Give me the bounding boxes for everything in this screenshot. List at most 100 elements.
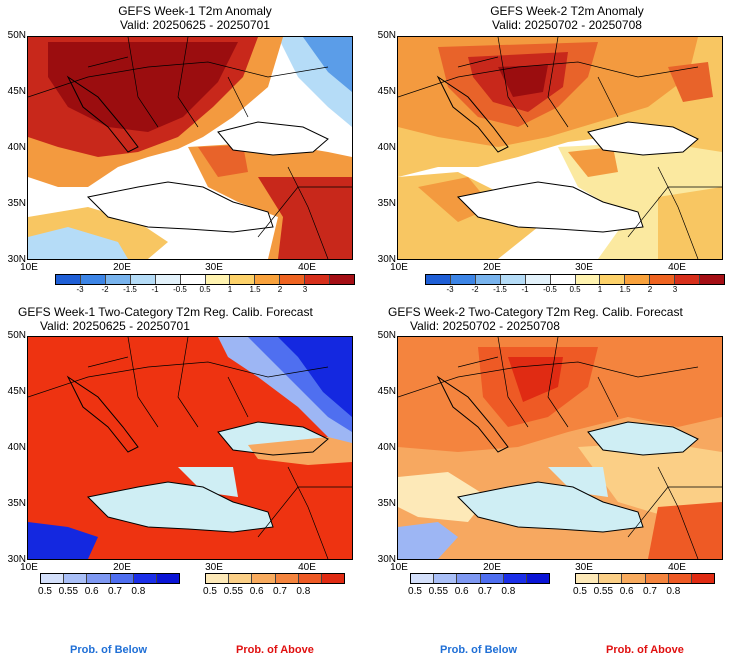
colorbar-tick-label: 0.6 — [619, 586, 634, 597]
prob-below-colorbar — [410, 573, 550, 584]
colorbar-swatch — [87, 574, 111, 583]
colorbar-tick-label: -1 — [151, 285, 159, 294]
colorbar-swatch — [480, 574, 504, 583]
probability-map-week2 — [397, 336, 723, 560]
colorbar-swatch — [650, 275, 676, 284]
lat-label: 40N — [377, 442, 396, 453]
colorbar-swatch — [691, 574, 715, 583]
colorbar-swatch — [575, 275, 601, 284]
colorbar-tick-label: -1.5 — [493, 285, 507, 294]
panel-title: GEFS Week-1 T2m Anomaly — [118, 4, 272, 18]
lat-label: 35N — [7, 198, 26, 209]
colorbar-tick-label: 2 — [277, 285, 283, 294]
colorbar-swatch — [230, 275, 256, 284]
colorbar-swatch — [205, 275, 231, 284]
colorbar-swatch — [41, 574, 65, 583]
anomaly-colorbar-labels: -3 -2 -1.5 -1 -0.5 0.5 1 1.5 2 3 — [425, 285, 725, 295]
colorbar-swatch — [625, 275, 651, 284]
colorbar-swatch — [525, 275, 551, 284]
panel-valid-dates: Valid: 20250702 - 20250708 — [492, 18, 642, 32]
panel-valid-dates: Valid: 20250625 - 20250701 — [40, 319, 190, 333]
prob-below-caption: Prob. of Below — [70, 644, 147, 656]
lat-label: 35N — [377, 498, 396, 509]
colorbar-tick-label: -1.5 — [123, 285, 137, 294]
lat-label: 30N — [377, 554, 396, 565]
colorbar-swatch — [280, 275, 306, 284]
colorbar-tick-label: 0.55 — [223, 586, 244, 597]
lat-label: 30N — [377, 254, 396, 265]
prob-above-colorbar — [575, 573, 715, 584]
colorbar-tick-label: 0.7 — [273, 586, 287, 597]
colorbar-tick-label: 0.8 — [666, 586, 681, 597]
colorbar-swatch — [321, 574, 345, 583]
anomaly-colorbar — [425, 274, 725, 285]
prob-above-caption: Prob. of Above — [606, 644, 684, 656]
lon-label: 30E — [575, 562, 593, 573]
colorbar-swatch — [180, 275, 206, 284]
colorbar-swatch — [298, 574, 322, 583]
colorbar-swatch — [110, 574, 134, 583]
colorbar-swatch — [156, 574, 180, 583]
probability-map-week2-svg — [398, 337, 722, 559]
colorbar-swatch — [255, 275, 281, 284]
colorbar-tick-label: 0.6 — [84, 586, 99, 597]
colorbar-tick-label: 0.8 — [296, 586, 311, 597]
colorbar-tick-label: 0.55 — [593, 586, 614, 597]
colorbar-swatch — [600, 275, 626, 284]
colorbar-swatch — [526, 574, 550, 583]
colorbar-tick-label: -2 — [471, 285, 479, 294]
probability-map-week1-svg — [28, 337, 352, 559]
colorbar-tick-label: -2 — [101, 285, 109, 294]
lat-label: 35N — [7, 498, 26, 509]
anomaly-colorbar-labels: -3 -2 -1.5 -1 -0.5 0.5 1 1.5 2 3 — [55, 285, 355, 295]
colorbar-swatch — [500, 275, 526, 284]
lat-label: 40N — [7, 142, 26, 153]
lat-label: 50N — [377, 330, 396, 341]
panel-title: GEFS Week-2 T2m Anomaly — [490, 4, 644, 18]
lat-label: 40N — [7, 442, 26, 453]
colorbar-tick-label: -0.5 — [173, 285, 187, 294]
colorbar-swatch — [80, 275, 106, 284]
lon-label: 10E — [390, 562, 408, 573]
colorbar-swatch — [700, 275, 725, 284]
lon-label: 20E — [483, 562, 501, 573]
colorbar-swatch — [426, 275, 451, 284]
prob-above-caption: Prob. of Above — [236, 644, 314, 656]
colorbar-swatch — [450, 275, 476, 284]
panel-valid-dates: Valid: 20250702 - 20250708 — [410, 319, 560, 333]
prob-below-labels: 0.5 0.55 0.6 0.7 0.8 — [38, 586, 180, 597]
prob-above-colorbar — [205, 573, 345, 584]
colorbar-swatch — [133, 574, 157, 583]
colorbar-tick-label: 3 — [672, 285, 678, 294]
colorbar-swatch — [275, 574, 299, 583]
colorbar-tick-label: 1.5 — [619, 285, 631, 294]
colorbar-tick-label: 0.8 — [131, 586, 146, 597]
colorbar-swatch — [105, 275, 131, 284]
lon-label: 30E — [575, 262, 593, 273]
panel-week2-probability: GEFS Week-2 Two-Category T2m Reg. Calib.… — [370, 300, 740, 662]
colorbar-swatch — [411, 574, 435, 583]
colorbar-tick-label: 1 — [597, 285, 603, 294]
colorbar-tick-label: -3 — [76, 285, 84, 294]
colorbar-tick-label: 0.5 — [573, 586, 587, 597]
lon-label: 20E — [113, 562, 131, 573]
lon-label: 10E — [390, 262, 408, 273]
colorbar-swatch — [64, 574, 88, 583]
colorbar-swatch — [599, 574, 623, 583]
prob-below-caption: Prob. of Below — [440, 644, 517, 656]
lat-label: 30N — [7, 554, 26, 565]
lat-label: 40N — [377, 142, 396, 153]
panel-valid-dates: Valid: 20250625 - 20250701 — [120, 18, 270, 32]
panel-week1-anomaly: GEFS Week-1 T2m Anomaly Valid: 20250625 … — [0, 0, 370, 300]
panel-title: GEFS Week-2 Two-Category T2m Reg. Calib.… — [388, 305, 683, 319]
colorbar-swatch — [668, 574, 692, 583]
colorbar-swatch — [503, 574, 527, 583]
lat-label: 45N — [377, 86, 396, 97]
colorbar-swatch — [206, 574, 230, 583]
lon-label: 10E — [20, 262, 38, 273]
colorbar-tick-label: 2 — [647, 285, 653, 294]
lat-label: 50N — [7, 330, 26, 341]
colorbar-tick-label: 0.55 — [428, 586, 449, 597]
panel-week1-probability: GEFS Week-1 Two-Category T2m Reg. Calib.… — [0, 300, 370, 662]
panel-week2-anomaly: GEFS Week-2 T2m Anomaly Valid: 20250702 … — [370, 0, 740, 300]
